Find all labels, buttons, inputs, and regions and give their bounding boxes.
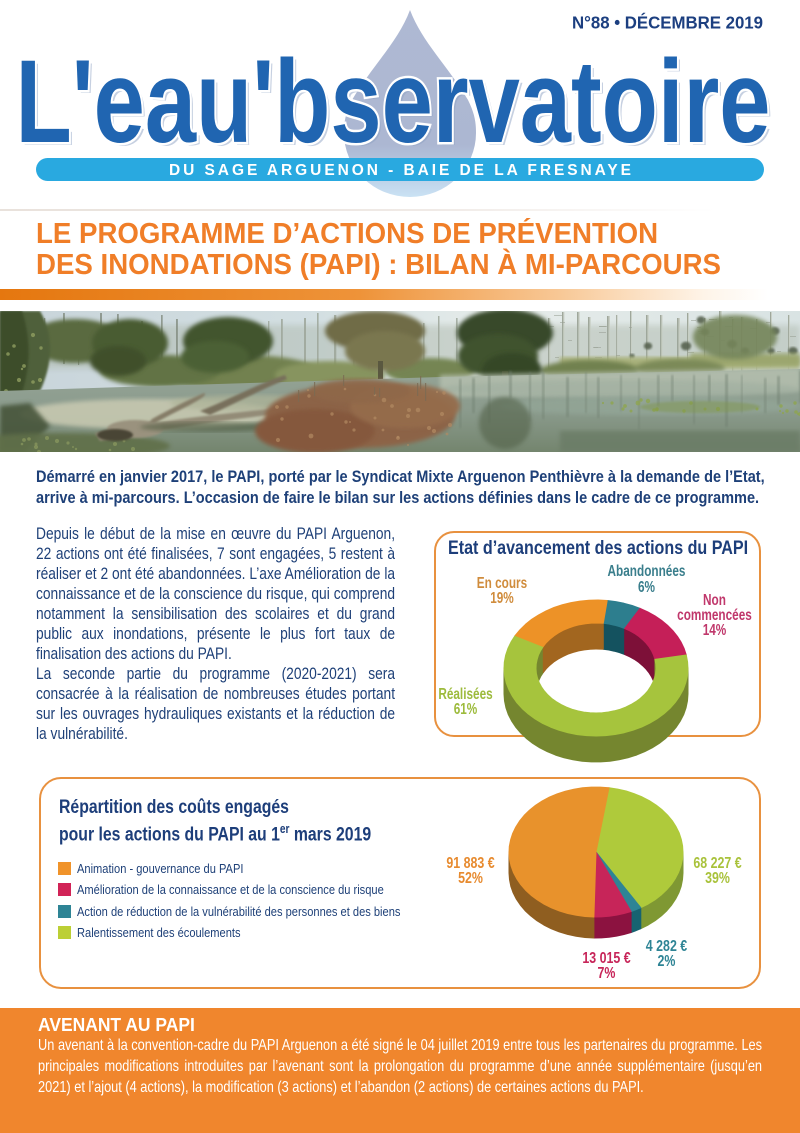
svg-text:N°88 • DÉCEMBRE 2019: N°88 • DÉCEMBRE 2019 — [572, 12, 763, 33]
svg-text:L'eau'bservatoire: L'eau'bservatoire — [16, 36, 771, 168]
svg-text:L'eau'bservatoire: L'eau'bservatoire — [19, 39, 774, 171]
svg-text:DU SAGE ARGUENON - BAIE DE LA: DU SAGE ARGUENON - BAIE DE LA FRESNAYE — [169, 162, 631, 179]
